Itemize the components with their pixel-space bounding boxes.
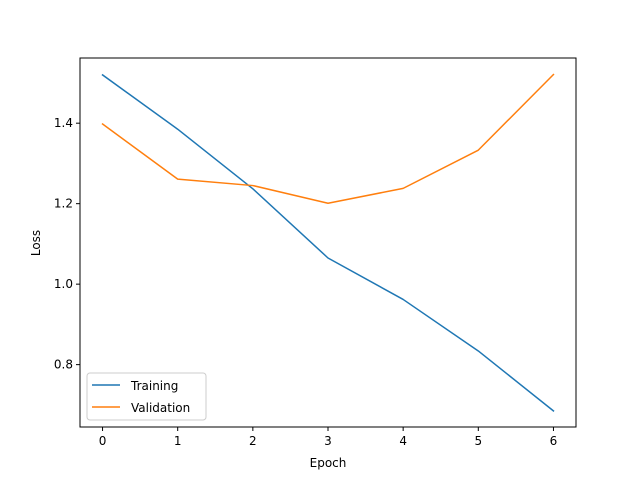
x-tick-label: 3	[324, 434, 332, 448]
y-tick-label: 1.0	[54, 277, 73, 291]
x-tick-label: 0	[99, 434, 107, 448]
y-tick-label: 1.2	[54, 197, 73, 211]
x-tick-label: 6	[550, 434, 558, 448]
ticks-layer: 0 1 2 3 4 5 6 0.8 1.0 1.2 1.4	[54, 116, 557, 448]
plot-frame	[79, 57, 577, 428]
y-tick-label: 1.4	[54, 116, 73, 130]
x-tick-label: 2	[249, 434, 257, 448]
legend-label-training: Training	[130, 379, 178, 393]
x-tick-label: 5	[474, 434, 482, 448]
legend: Training Validation	[86, 372, 207, 421]
x-axis-label: Epoch	[310, 456, 347, 470]
series-line-training	[101, 73, 555, 412]
y-axis-label: Loss	[29, 230, 43, 256]
legend-label-validation: Validation	[131, 401, 190, 415]
series-line-validation	[101, 73, 555, 205]
x-tick-label: 4	[399, 434, 407, 448]
series-layer	[101, 73, 555, 412]
y-tick-label: 0.8	[54, 358, 73, 372]
x-tick-label: 1	[174, 434, 182, 448]
